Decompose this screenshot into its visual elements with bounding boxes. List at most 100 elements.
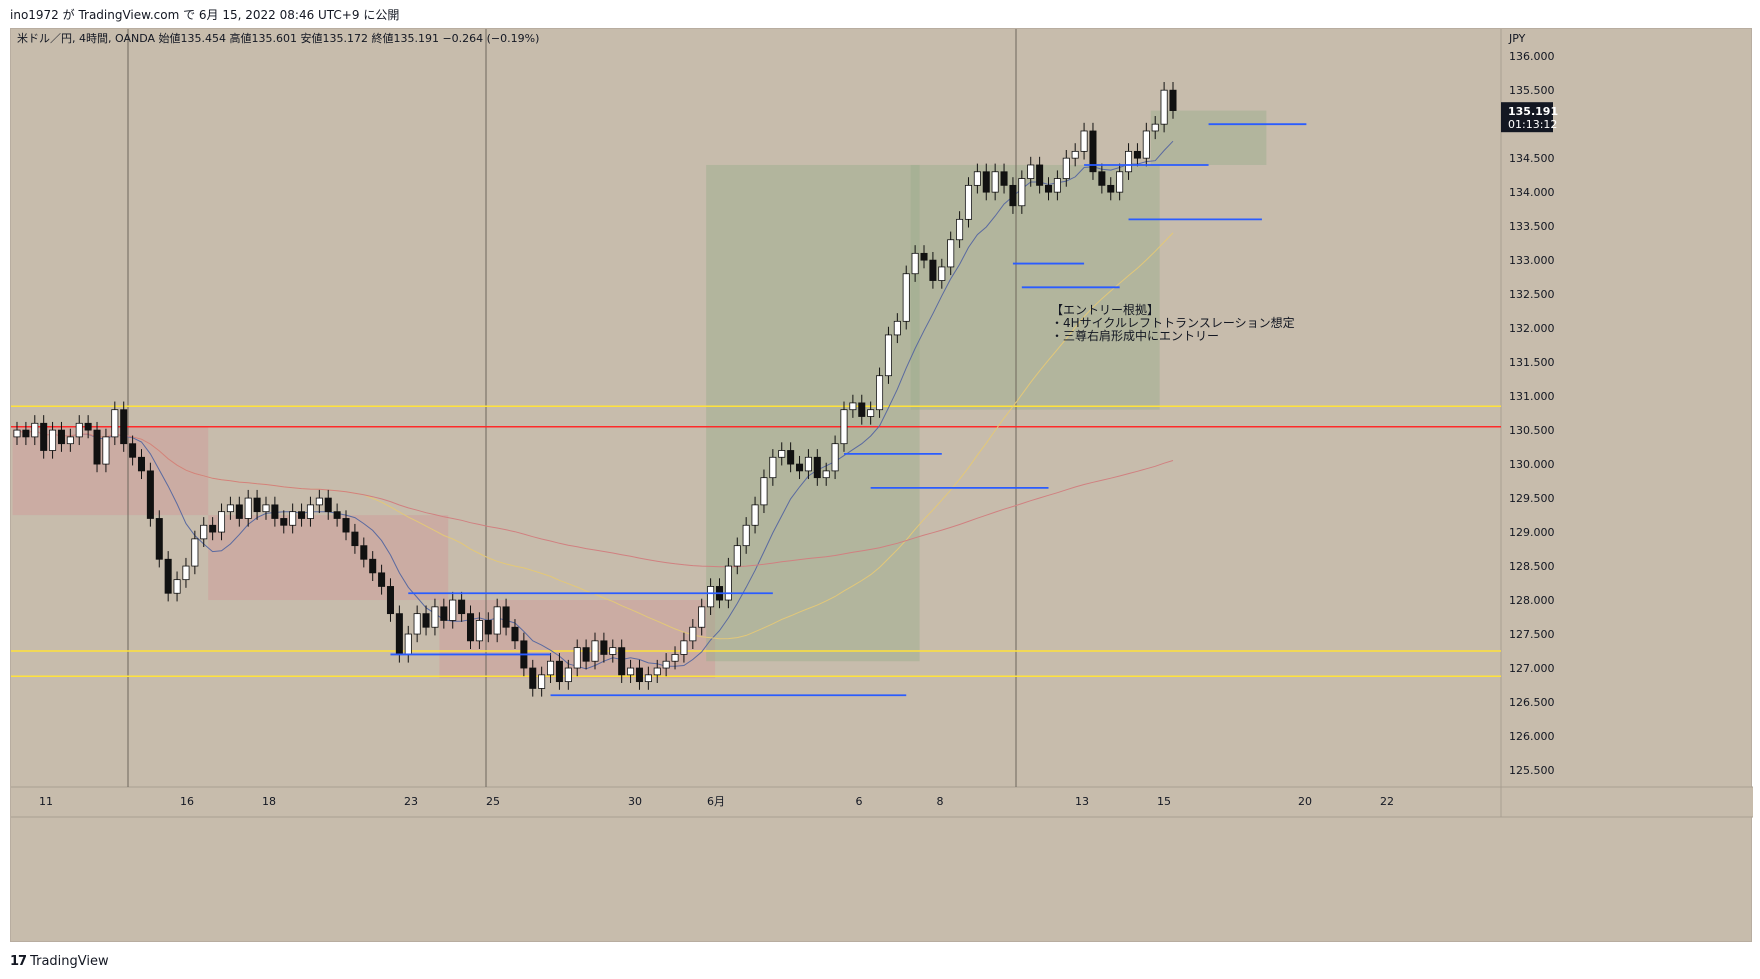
candle-body[interactable] <box>475 620 483 642</box>
candle-body[interactable] <box>849 402 857 411</box>
candle-body[interactable] <box>440 606 448 621</box>
candle-body[interactable] <box>93 429 101 465</box>
candle-body[interactable] <box>1125 150 1133 173</box>
candle-body[interactable] <box>609 647 617 655</box>
candle-body[interactable] <box>1169 89 1177 111</box>
candle-body[interactable] <box>680 640 688 655</box>
candle-body[interactable] <box>547 660 555 676</box>
candle-body[interactable] <box>964 184 972 220</box>
candle-body[interactable] <box>804 456 812 472</box>
candle-body[interactable] <box>982 171 990 193</box>
candle-body[interactable] <box>369 558 377 574</box>
candle-body[interactable] <box>707 586 715 608</box>
candle-body[interactable] <box>102 436 110 465</box>
candle-body[interactable] <box>635 667 643 683</box>
candle-body[interactable] <box>1098 171 1106 186</box>
candle-body[interactable] <box>956 218 964 241</box>
candle-body[interactable] <box>218 511 226 533</box>
candle-body[interactable] <box>502 606 510 628</box>
candle-body[interactable] <box>484 620 492 635</box>
candle-body[interactable] <box>991 171 999 193</box>
candle-body[interactable] <box>689 626 697 642</box>
candle-body[interactable] <box>742 524 750 547</box>
candle-body[interactable] <box>13 429 21 438</box>
candle-body[interactable] <box>787 450 795 465</box>
chart-panel[interactable]: 【エントリー根拠】 ・4Hサイクルレフトトランスレーション想定 ・三尊右肩形成中にエ… <box>10 28 1753 943</box>
candle-body[interactable] <box>40 422 48 451</box>
candle-body[interactable] <box>466 613 475 642</box>
candle-body[interactable] <box>111 409 119 438</box>
candle-body[interactable] <box>867 409 875 417</box>
candle-body[interactable] <box>1160 89 1168 125</box>
candle-body[interactable] <box>1000 171 1008 186</box>
candle-body[interactable] <box>1044 184 1053 193</box>
candle-body[interactable] <box>671 654 679 662</box>
candle-body[interactable] <box>1142 130 1150 159</box>
candle-body[interactable] <box>1089 130 1097 173</box>
candle-body[interactable] <box>431 606 439 628</box>
candle-body[interactable] <box>253 497 261 513</box>
candle-body[interactable] <box>511 626 519 642</box>
candle-body[interactable] <box>529 667 537 689</box>
candle-body[interactable] <box>271 504 279 519</box>
candle-body[interactable] <box>769 456 777 479</box>
candle-body[interactable] <box>733 545 741 567</box>
candle-body[interactable] <box>893 320 901 336</box>
candle-body[interactable] <box>698 606 706 628</box>
candle-body[interactable] <box>280 518 288 526</box>
candle-body[interactable] <box>75 422 83 438</box>
candle-body[interactable] <box>49 429 57 451</box>
candle-body[interactable] <box>796 463 804 472</box>
candle-body[interactable] <box>1071 150 1079 159</box>
candle-body[interactable] <box>378 572 386 587</box>
candle-body[interactable] <box>1009 184 1017 207</box>
candle-body[interactable] <box>564 667 572 683</box>
candle-body[interactable] <box>324 497 332 513</box>
candle-body[interactable] <box>315 497 323 506</box>
candle-body[interactable] <box>289 511 297 526</box>
candle-body[interactable] <box>929 259 937 281</box>
candle-body[interactable] <box>298 511 306 519</box>
candle-body[interactable] <box>751 504 759 526</box>
candle-body[interactable] <box>1027 164 1035 179</box>
candlestick-chart[interactable]: 【エントリー根拠】・4Hサイクルレフトトランスレーション想定・三尊右肩形成中にエ… <box>11 29 1753 943</box>
candle-body[interactable] <box>360 545 368 560</box>
candle-body[interactable] <box>84 422 92 431</box>
candle-body[interactable] <box>422 613 430 628</box>
candle-body[interactable] <box>778 450 786 458</box>
candle-body[interactable] <box>653 667 661 676</box>
candle-body[interactable] <box>200 524 208 540</box>
candle-body[interactable] <box>1080 130 1088 152</box>
candle-body[interactable] <box>627 667 635 676</box>
candle-body[interactable] <box>1133 150 1141 159</box>
candle-body[interactable] <box>884 334 892 377</box>
candle-body[interactable] <box>129 443 137 458</box>
candle-body[interactable] <box>947 239 955 268</box>
candle-body[interactable] <box>404 633 412 655</box>
candle-body[interactable] <box>22 429 30 438</box>
candle-body[interactable] <box>858 402 866 417</box>
candle-body[interactable] <box>876 375 884 411</box>
candle-body[interactable] <box>582 647 590 662</box>
candle-body[interactable] <box>573 647 581 669</box>
candle-body[interactable] <box>724 565 732 601</box>
candle-body[interactable] <box>618 647 626 676</box>
candle-body[interactable] <box>1151 123 1159 132</box>
candle-body[interactable] <box>342 518 350 533</box>
candle-body[interactable] <box>351 531 359 547</box>
candle-body[interactable] <box>1018 178 1026 207</box>
candle-body[interactable] <box>1107 184 1115 193</box>
candle-body[interactable] <box>209 524 217 533</box>
candle-body[interactable] <box>120 409 128 445</box>
candle-body[interactable] <box>146 470 154 519</box>
candle-body[interactable] <box>395 613 403 655</box>
tradingview-logo[interactable]: 17 TradingView <box>10 954 109 969</box>
candle-body[interactable] <box>493 606 501 635</box>
candle-body[interactable] <box>831 443 839 472</box>
candle-body[interactable] <box>226 504 234 513</box>
candle-body[interactable] <box>262 504 270 513</box>
candle-body[interactable] <box>155 518 163 560</box>
candle-body[interactable] <box>182 565 190 581</box>
candle-body[interactable] <box>644 674 652 683</box>
candle-body[interactable] <box>1116 171 1124 193</box>
